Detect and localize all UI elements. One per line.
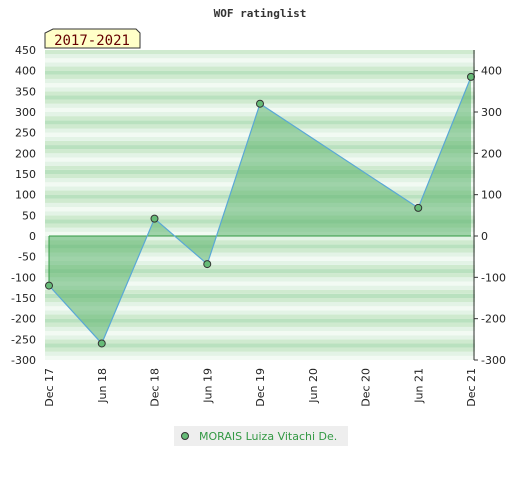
grid-band bbox=[45, 351, 475, 356]
x-tick-label: Dec 19 bbox=[254, 368, 267, 407]
grid-band bbox=[45, 264, 475, 270]
left-tick-label: 300 bbox=[15, 106, 36, 119]
series-area bbox=[49, 76, 471, 344]
x-tick-label: Jun 19 bbox=[201, 368, 214, 404]
left-tick-label: 100 bbox=[15, 189, 36, 202]
data-point bbox=[414, 203, 423, 212]
x-tick-label: Dec 18 bbox=[149, 368, 162, 407]
grid-band bbox=[45, 273, 475, 278]
grid-band bbox=[45, 62, 475, 67]
left-tick-label: 50 bbox=[22, 209, 36, 222]
left-axis: 450 400 350 300 250 200 150 100 50 0 -50 -100 -150 -2… bbox=[11, 44, 36, 367]
left-tick-label: 350 bbox=[15, 85, 36, 98]
x-tick-label: Dec 21 bbox=[465, 368, 478, 407]
grid-band bbox=[45, 318, 475, 323]
grid-band bbox=[45, 289, 475, 294]
legend-label: MORAIS Luiza Vitachi De. bbox=[199, 430, 337, 443]
grid-band bbox=[45, 248, 475, 253]
grid-band bbox=[45, 343, 475, 348]
legend-box bbox=[174, 426, 348, 446]
grid-band bbox=[45, 269, 475, 274]
right-tick-label: 200 bbox=[481, 147, 502, 160]
data-point bbox=[150, 214, 159, 223]
data-point bbox=[203, 260, 212, 269]
grid-band bbox=[45, 322, 475, 327]
grid-band bbox=[45, 339, 475, 344]
left-tick-label: -50 bbox=[18, 251, 36, 264]
grid-band bbox=[45, 285, 475, 290]
left-tick-label: -100 bbox=[11, 271, 36, 284]
right-tick-label: -100 bbox=[481, 271, 506, 284]
grid-band bbox=[45, 355, 475, 360]
grid-band bbox=[45, 236, 475, 241]
x-tick-label: Dec 20 bbox=[360, 368, 373, 407]
legend-marker bbox=[181, 432, 189, 440]
grid-band bbox=[45, 50, 475, 55]
grid-band bbox=[45, 331, 475, 336]
x-tick-label: Jun 21 bbox=[412, 368, 425, 404]
x-axis: Dec 17 Jun 18 Dec 18 Jun 19 Dec 19 Jun 20 Dec … bbox=[43, 368, 478, 407]
left-tick-label: 250 bbox=[15, 127, 36, 140]
x-tick-label: Dec 17 bbox=[43, 368, 56, 407]
right-tick-label: 100 bbox=[481, 189, 502, 202]
grid-band bbox=[45, 302, 475, 307]
left-tick-label: -150 bbox=[11, 292, 36, 305]
period-badge-label: 2017-2021 bbox=[54, 33, 130, 49]
grid-band bbox=[45, 281, 475, 286]
right-tick-label: 300 bbox=[481, 106, 502, 119]
left-tick-label: 0 bbox=[29, 230, 36, 243]
right-tick-label: 0 bbox=[481, 230, 488, 243]
data-point bbox=[467, 72, 475, 81]
grid-band bbox=[45, 95, 475, 100]
x-tick-label: Jun 18 bbox=[96, 368, 109, 404]
grid-band bbox=[45, 83, 475, 88]
grid-band bbox=[45, 293, 475, 298]
grid-band bbox=[45, 66, 475, 71]
grid-band bbox=[45, 244, 475, 249]
grid-band bbox=[45, 87, 475, 92]
legend: MORAIS Luiza Vitachi De. bbox=[174, 426, 348, 446]
right-tick-label: -300 bbox=[481, 354, 506, 367]
data-point bbox=[45, 281, 53, 290]
data-point bbox=[256, 99, 264, 108]
area-layer bbox=[45, 72, 475, 348]
right-axis: 400 300 200 100 0 -100 -200 -300 bbox=[473, 50, 506, 367]
left-tick-label: 450 bbox=[15, 44, 36, 57]
right-tick-label: 400 bbox=[481, 65, 502, 78]
grid-band bbox=[45, 314, 475, 319]
x-tick-label: Jun 20 bbox=[307, 368, 320, 404]
grid-band bbox=[45, 310, 475, 315]
grid-band bbox=[45, 78, 475, 84]
grid-band bbox=[45, 347, 475, 352]
left-tick-label: 200 bbox=[15, 147, 36, 160]
grid-band bbox=[45, 256, 475, 261]
grid-band bbox=[45, 298, 475, 303]
grid-band bbox=[45, 74, 475, 79]
grid-band bbox=[45, 277, 475, 282]
chart-title: WOF ratinglist bbox=[214, 7, 307, 20]
left-tick-label: -300 bbox=[11, 354, 36, 367]
grid-band bbox=[45, 260, 475, 265]
grid-band bbox=[45, 54, 475, 59]
grid-band bbox=[45, 335, 475, 340]
left-tick-label: -250 bbox=[11, 333, 36, 346]
grid-band bbox=[45, 58, 475, 63]
grid-band bbox=[45, 91, 475, 96]
grid-band bbox=[45, 306, 475, 311]
left-tick-label: 400 bbox=[15, 65, 36, 78]
left-tick-label: 150 bbox=[15, 168, 36, 181]
data-point bbox=[97, 339, 106, 348]
grid-band bbox=[45, 326, 475, 332]
right-tick-label: -200 bbox=[481, 313, 506, 326]
grid-band bbox=[45, 240, 475, 245]
grid-band bbox=[45, 252, 475, 257]
left-tick-label: -200 bbox=[11, 313, 36, 326]
grid-band bbox=[45, 70, 475, 75]
period-badge: 2017-2021 bbox=[44, 28, 141, 49]
